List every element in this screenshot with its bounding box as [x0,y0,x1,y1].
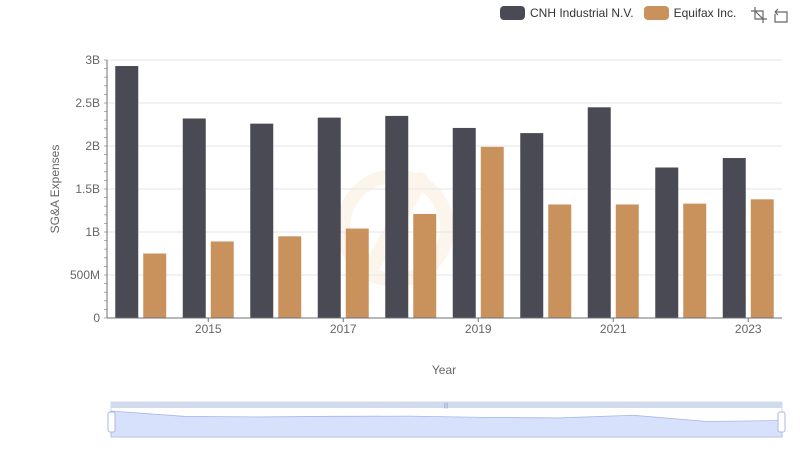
y-tick-label: 2B [85,139,100,153]
bar-equifax-2015 [210,241,234,318]
x-tick-label: 2017 [330,322,357,336]
bar-cnh-2020 [520,133,544,318]
chart-toolbox [746,6,790,24]
x-tick-label: 2023 [735,322,762,336]
bar-equifax-2016 [278,236,302,318]
y-tick-label: 0 [93,311,100,325]
y-grid [107,59,782,276]
bar-cnh-2017 [317,117,341,319]
bar-cnh-2018 [385,115,409,319]
bar-cnh-2023 [722,158,746,318]
axes-layer: 0 500M 1B 1.5B 2B 2.5B 3B 2015 2017 2019 2021 2023 [70,53,782,336]
chart-legend: CNH Industrial N.V. Equifax Inc. [500,4,746,22]
y-axis-label: SG&A Expenses [48,145,62,234]
data-zoom-handle-left[interactable] [107,411,116,433]
x-tick-label: 2019 [465,322,492,336]
bar-cnh-2021 [587,107,611,318]
x-tick-label: 2015 [195,322,222,336]
y-tick-label: 1.5B [75,182,100,196]
bar-cnh-2015 [182,118,206,318]
zoom-select-icon[interactable] [750,6,768,24]
y-tick-label: 3B [85,53,100,67]
bar-equifax-2018 [413,213,437,318]
data-zoom-handle-right[interactable] [777,411,786,433]
bar-cnh-2022 [655,167,679,318]
y-tick-label: 1B [85,225,100,239]
legend-swatch-cnh [500,6,525,20]
legend-item-equifax[interactable]: Equifax Inc. [643,6,737,20]
legend-label-cnh: CNH Industrial N.V. [530,6,634,20]
y-tick-label: 2.5B [75,96,100,110]
zoom-restore-icon[interactable] [772,6,790,24]
bar-cnh-2016 [250,123,274,318]
legend-swatch-equifax [643,6,669,20]
data-zoom-slider[interactable]: ||| [107,401,786,438]
bar-equifax-2023 [750,199,774,318]
bar-equifax-2017 [345,228,369,318]
bar-equifax-2019 [480,146,504,318]
legend-item-cnh[interactable]: CNH Industrial N.V. [500,6,634,20]
bar-equifax-2021 [615,204,639,318]
data-zoom-grip[interactable]: ||| [444,403,449,409]
x-axis-label: Year [432,363,456,377]
data-zoom-preview [110,410,783,438]
bar-cnh-2014 [115,66,139,319]
legend-label-equifax: Equifax Inc. [673,6,737,20]
bar-equifax-2014 [143,253,167,318]
bar-equifax-2020 [548,204,572,318]
x-tick-label: 2021 [600,322,627,336]
y-tick-label: 500M [70,268,100,282]
data-zoom-bar[interactable] [111,402,782,408]
bar-equifax-2022 [683,203,707,318]
bar-cnh-2019 [452,127,476,318]
bars-layer [115,66,774,319]
